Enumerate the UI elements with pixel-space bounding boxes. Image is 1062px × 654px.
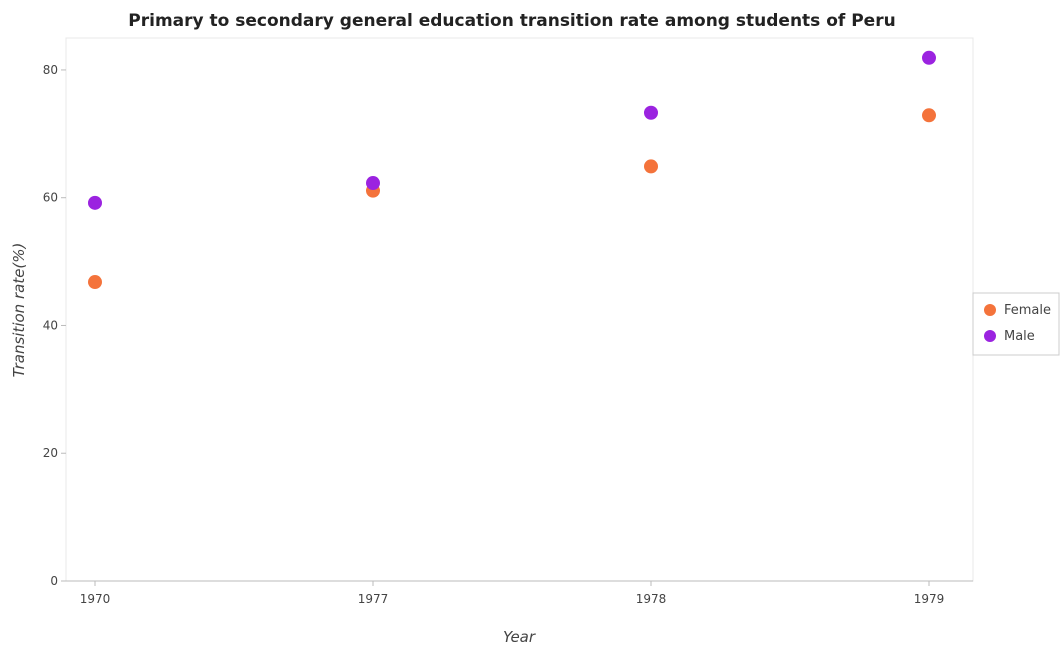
x-axis-ticks: 1970 1977 1978 1979	[80, 581, 945, 606]
point-female-1970	[88, 275, 102, 290]
x-tick-label: 1977	[358, 592, 389, 606]
y-axis-label: Transition rate(%)	[10, 243, 28, 378]
point-male-1977	[366, 176, 380, 191]
legend-box	[972, 292, 1060, 356]
legend-label-male: Male	[1004, 329, 1035, 344]
data-points	[88, 50, 936, 290]
x-tick-label: 1970	[80, 592, 111, 606]
y-axis-ticks: 0 20 40 60 80	[43, 63, 66, 588]
point-male-1978	[644, 105, 658, 120]
legend-label-female: Female	[1004, 303, 1051, 318]
y-tick-label: 0	[50, 574, 58, 588]
point-male-1979	[922, 50, 936, 65]
point-female-1979	[922, 108, 936, 123]
x-axis-label: Year	[503, 628, 536, 646]
y-tick-label: 20	[43, 446, 58, 460]
y-tick-label: 40	[43, 318, 58, 332]
legend: Female Male	[972, 292, 1060, 356]
point-male-1970	[88, 195, 102, 210]
legend-marker-female	[984, 304, 996, 316]
point-female-1978	[644, 159, 658, 174]
chart-title: Primary to secondary general education t…	[128, 11, 895, 31]
y-tick-label: 60	[43, 191, 58, 205]
y-tick-label: 80	[43, 63, 58, 77]
plot-area	[65, 37, 974, 582]
x-tick-label: 1979	[914, 592, 945, 606]
x-tick-label: 1978	[636, 592, 667, 606]
legend-marker-male	[984, 330, 996, 342]
